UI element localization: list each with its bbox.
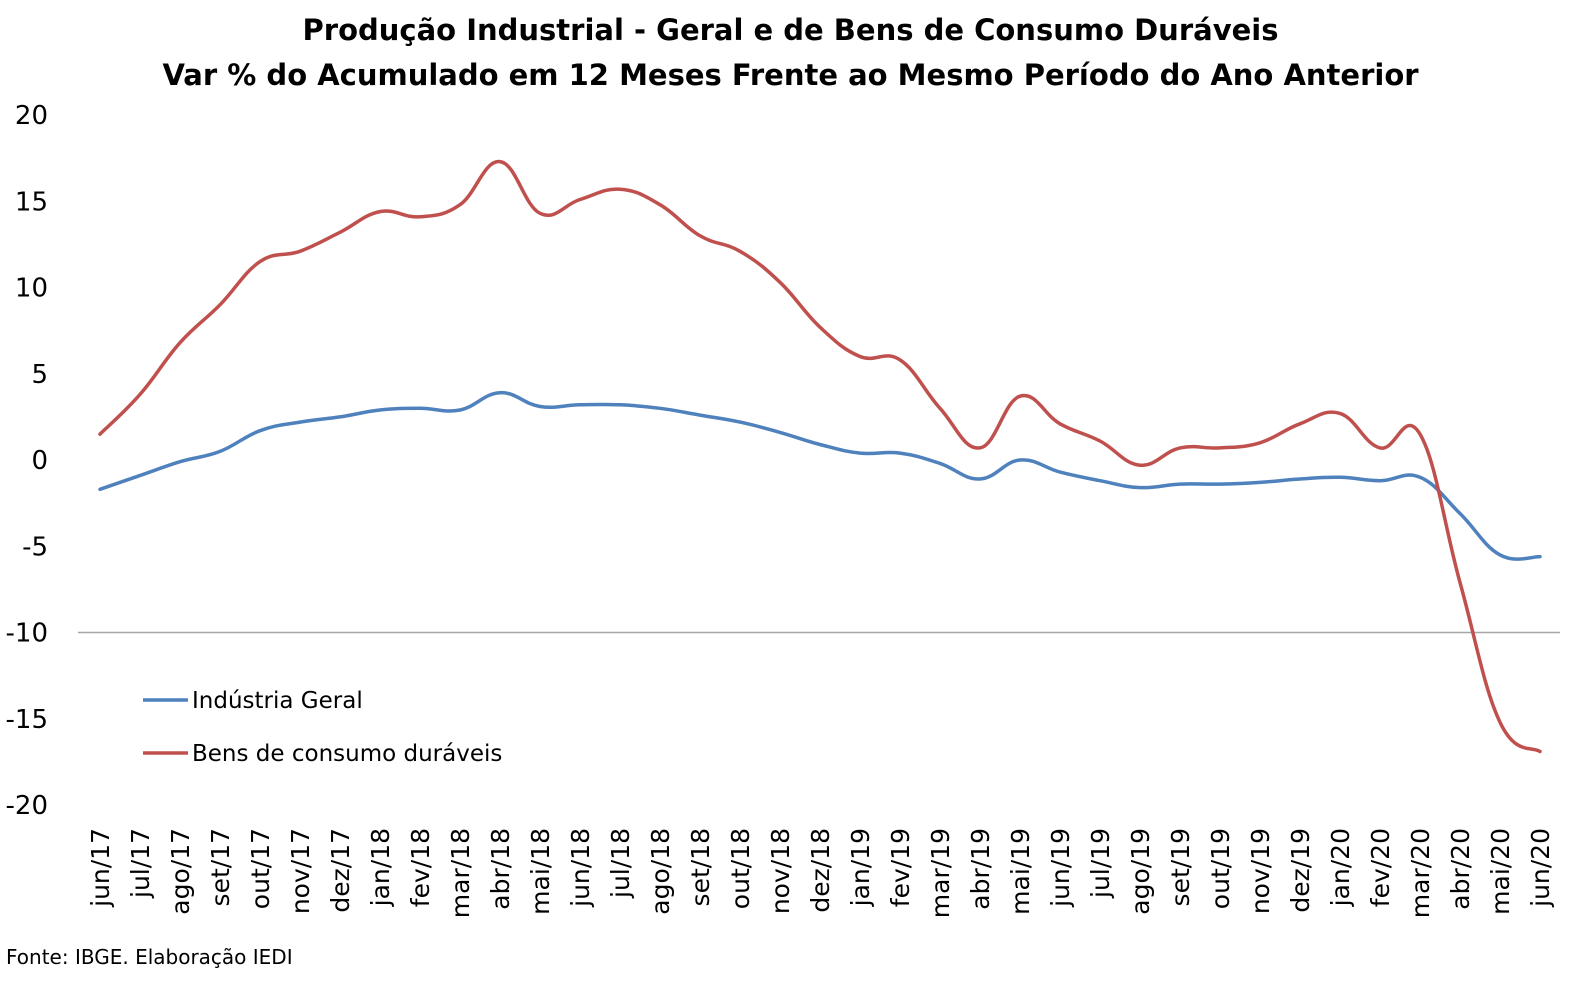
x-tick-label: jul/18: [606, 828, 635, 899]
x-tick-label: set/17: [206, 828, 235, 906]
x-tick-label: set/19: [1166, 828, 1195, 906]
x-axis-tick-labels: jun/17 jul/17 ago/17 set/17 out/17 nov/17 dez/…: [86, 828, 1555, 918]
x-tick-label: ago/17: [166, 828, 195, 915]
legend: Indústria Geral Bens de consumo duráveis: [143, 688, 502, 767]
source-note: Fonte: IBGE. Elaboração IEDI: [6, 945, 293, 969]
series-line-bens-duraveis: [98, 159, 1542, 754]
x-tick-label: jul/17: [126, 828, 155, 899]
y-tick-label: 5: [31, 360, 48, 390]
x-tick-label: dez/17: [326, 828, 355, 913]
y-tick-label: -20: [6, 791, 48, 821]
x-tick-label: out/19: [1206, 828, 1235, 909]
x-tick-label: mai/18: [526, 828, 555, 915]
x-tick-label: ago/18: [646, 828, 675, 915]
x-tick-label: jun/18: [566, 828, 595, 908]
x-tick-label: mar/19: [926, 828, 955, 918]
x-tick-label: jul/19: [1086, 828, 1115, 899]
x-tick-label: nov/17: [286, 828, 315, 914]
line-chart: 20 15 10 5 0 -5 -10 -15 -20 jun/17 jul/17 ago/17 se…: [6, 101, 1560, 918]
x-tick-label: abr/19: [966, 828, 995, 910]
x-tick-label: dez/18: [806, 828, 835, 913]
y-tick-label: -15: [6, 705, 48, 735]
x-tick-label: mar/18: [446, 828, 475, 918]
x-tick-label: dez/19: [1286, 828, 1315, 913]
x-tick-label: mar/20: [1406, 828, 1435, 918]
y-tick-label: -10: [6, 619, 48, 649]
x-tick-label: fev/19: [886, 828, 915, 907]
chart-subtitle: Var % do Acumulado em 12 Meses Frente ao…: [162, 58, 1419, 92]
x-tick-label: abr/20: [1446, 828, 1475, 910]
x-tick-label: ago/19: [1126, 828, 1155, 915]
y-axis-tick-labels: 20 15 10 5 0 -5 -10 -15 -20: [6, 101, 48, 821]
x-tick-label: set/18: [686, 828, 715, 906]
y-tick-label: 15: [15, 187, 48, 217]
x-tick-label: nov/18: [766, 828, 795, 914]
chart-title: Produção Industrial - Geral e de Bens de…: [302, 13, 1279, 47]
legend-label: Indústria Geral: [192, 688, 363, 714]
series-line-industria-geral: [98, 390, 1542, 561]
x-tick-label: mai/19: [1006, 828, 1035, 915]
y-tick-label: -5: [22, 532, 48, 562]
x-tick-label: jan/20: [1326, 828, 1355, 907]
legend-label: Bens de consumo duráveis: [192, 741, 502, 767]
x-tick-label: jan/19: [846, 828, 875, 907]
x-tick-label: abr/18: [486, 828, 515, 910]
x-tick-label: nov/19: [1246, 828, 1275, 914]
x-tick-label: jan/18: [366, 828, 395, 907]
x-tick-label: jun/20: [1526, 828, 1555, 908]
series-lines: [98, 159, 1542, 754]
y-tick-label: 20: [15, 101, 48, 131]
x-tick-label: jun/19: [1046, 828, 1075, 908]
x-tick-label: fev/18: [406, 828, 435, 907]
x-tick-label: mai/20: [1486, 828, 1515, 915]
y-tick-label: 10: [15, 274, 48, 304]
x-tick-label: jun/17: [86, 828, 115, 908]
y-tick-label: 0: [31, 446, 48, 476]
x-tick-label: out/18: [726, 828, 755, 909]
x-tick-label: fev/20: [1366, 828, 1395, 907]
x-tick-label: out/17: [246, 828, 275, 909]
